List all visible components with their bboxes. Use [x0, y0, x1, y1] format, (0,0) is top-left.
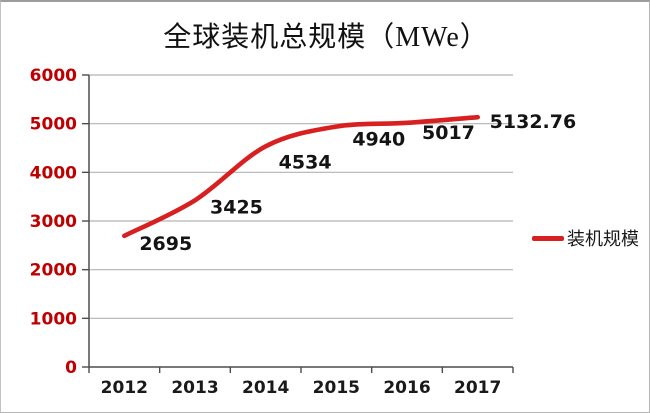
y-tick-label: 6000: [30, 66, 77, 86]
chart-title: 全球装机总规模（MWe）: [163, 22, 489, 53]
y-tick-label: 3000: [30, 212, 77, 232]
data-label: 4534: [279, 151, 332, 173]
x-tick-label: 2014: [242, 378, 289, 398]
y-tick-label: 0: [65, 358, 77, 378]
data-label: 5017: [422, 122, 475, 144]
y-tick-label: 5000: [30, 115, 77, 135]
legend: 装机规模: [532, 225, 639, 251]
series-line: [122, 114, 480, 239]
y-tick-label: 2000: [30, 261, 77, 281]
y-tick-label: 1000: [30, 309, 77, 329]
data-label: 5132.76: [490, 111, 577, 133]
x-tick-label: 2017: [454, 378, 501, 398]
x-tick-label: 2015: [313, 378, 360, 398]
data-label: 2695: [139, 233, 192, 255]
x-tick-label: 2012: [101, 378, 148, 398]
y-tick-label: 4000: [30, 163, 77, 183]
x-tick-label: 2016: [383, 378, 430, 398]
x-tick-label: 2013: [171, 378, 218, 398]
data-label: 3425: [210, 196, 263, 218]
legend-series-label: 装机规模: [567, 229, 639, 249]
data-label: 4940: [352, 129, 405, 151]
legend-line-swatch: [532, 235, 564, 241]
